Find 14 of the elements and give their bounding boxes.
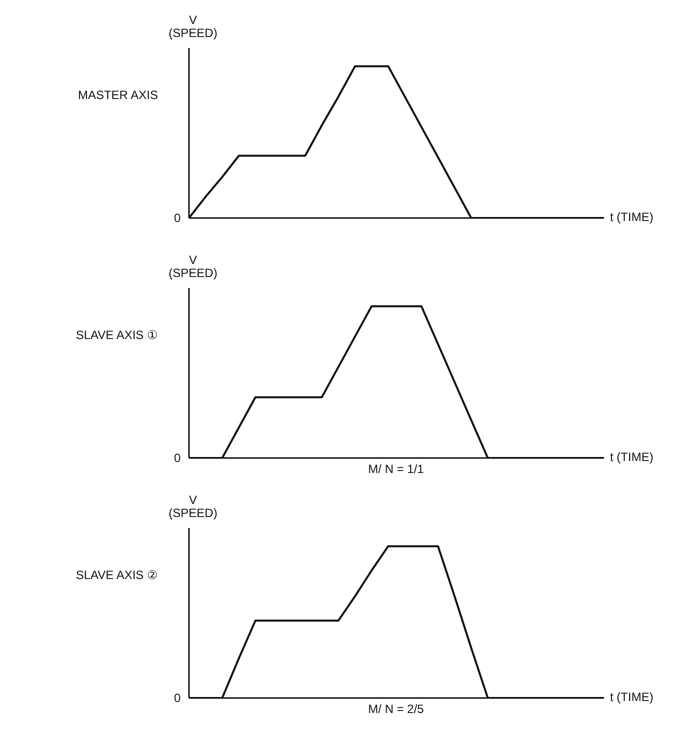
text: 0 xyxy=(174,691,181,705)
text: SLAVE AXIS ① xyxy=(74,328,158,342)
text: M/ N = 2/5 xyxy=(367,702,425,716)
x-axis-title: t (TIME) xyxy=(610,690,654,704)
text: 0 xyxy=(174,451,181,465)
text: M/ N = 1/1 xyxy=(367,462,425,476)
text: SLAVE AXIS ② xyxy=(74,568,158,582)
y-axis-title: V (SPEED) xyxy=(168,253,218,280)
text: MASTER AXIS xyxy=(76,88,158,102)
x-axis-title: t (TIME) xyxy=(610,210,654,224)
x-axis-title: t (TIME) xyxy=(610,450,654,464)
y-axis-title: V (SPEED) xyxy=(168,493,218,520)
text: 0 xyxy=(174,211,181,225)
y-axis-title: V (SPEED) xyxy=(168,13,218,40)
